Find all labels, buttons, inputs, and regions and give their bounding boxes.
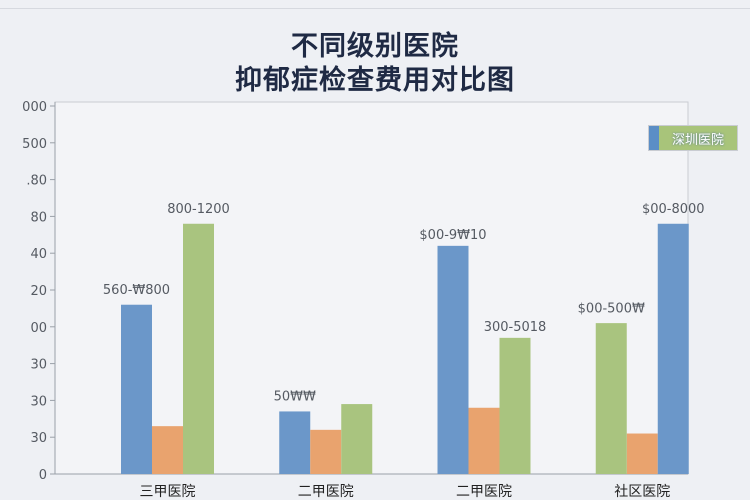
data-label-3: $00-9₩10 (419, 228, 486, 243)
data-label-0: 560-₩800 (103, 283, 170, 298)
chart-title-line1: 不同级别医院 (291, 31, 459, 62)
bar-s2-c3 (595, 323, 627, 474)
bar-s1-c2 (468, 407, 500, 474)
y-tick-label-4: 00 (30, 321, 47, 336)
legend-swatch (649, 126, 659, 150)
bar-s1-c3 (626, 433, 658, 474)
legend: 深圳医院 (648, 125, 738, 151)
y-tick-label-10: 000 (22, 100, 47, 115)
bar-s0-c1 (279, 411, 311, 474)
category-label-1: 二甲医院 (298, 484, 354, 500)
bar-s0-c2 (437, 245, 469, 474)
category-label-2: 二甲医院 (456, 484, 512, 500)
y-tick-label-2: 30 (30, 394, 47, 409)
y-tick-label-6: 40 (30, 247, 47, 262)
bar-s2-c2 (499, 337, 531, 474)
y-tick-label-1: 30 (30, 431, 47, 446)
data-label-1: 800-1200 (167, 202, 230, 217)
category-label-3: 社区医院 (614, 484, 670, 500)
chart-title-line2: 抑郁症检查费用对比图 (235, 65, 515, 96)
top-rule (0, 8, 750, 9)
y-tick-label-5: 20 (30, 284, 47, 299)
y-tick-label-9: 500 (22, 137, 47, 152)
data-label-4: 300-5018 (484, 320, 547, 335)
legend-label: 深圳医院 (659, 126, 737, 150)
data-label-6: $00-8000 (642, 202, 705, 217)
y-tick-label-7: 80 (30, 210, 47, 225)
bar-s2-c0 (183, 223, 214, 474)
bar-s1-c0 (152, 426, 183, 474)
bar-s2-c1 (341, 404, 373, 474)
bar-s1-c1 (310, 429, 342, 474)
bar-s0-c0 (121, 304, 152, 474)
bar-extra-0 (657, 223, 689, 474)
y-tick-label-0: 0 (39, 468, 47, 483)
data-label-5: $00-500₩ (578, 301, 645, 316)
data-label-2: 50₩₩ (274, 390, 316, 405)
y-tick-label-8: .80 (26, 174, 47, 189)
category-label-0: 三甲医院 (140, 484, 196, 500)
y-tick-label-3: 30 (30, 358, 47, 373)
